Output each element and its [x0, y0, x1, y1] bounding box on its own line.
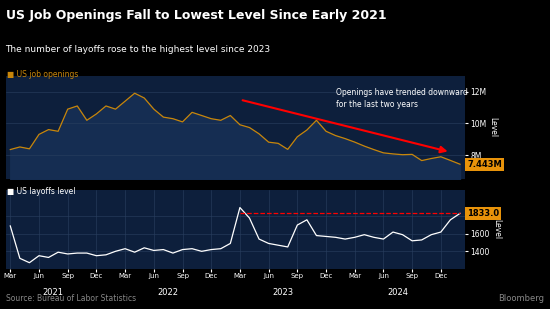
Text: 2023: 2023 — [272, 288, 294, 297]
Text: 7.443M: 7.443M — [467, 160, 502, 169]
Text: Openings have trended downward
for the last two years: Openings have trended downward for the l… — [336, 88, 468, 109]
Text: 2024: 2024 — [387, 288, 408, 297]
Text: 2022: 2022 — [158, 288, 179, 297]
Text: Bloomberg: Bloomberg — [498, 294, 544, 303]
Text: 1833.0: 1833.0 — [467, 209, 499, 218]
Text: The number of layoffs rose to the highest level since 2023: The number of layoffs rose to the highes… — [6, 45, 271, 54]
Y-axis label: Level: Level — [488, 117, 498, 138]
Text: 2021: 2021 — [43, 288, 64, 297]
Text: ■ US job openings: ■ US job openings — [7, 70, 78, 78]
Y-axis label: Level: Level — [492, 219, 501, 239]
Text: ■ US layoffs level: ■ US layoffs level — [7, 187, 75, 196]
Text: Source: Bureau of Labor Statistics: Source: Bureau of Labor Statistics — [6, 294, 136, 303]
Text: US Job Openings Fall to Lowest Level Since Early 2021: US Job Openings Fall to Lowest Level Sin… — [6, 9, 386, 22]
